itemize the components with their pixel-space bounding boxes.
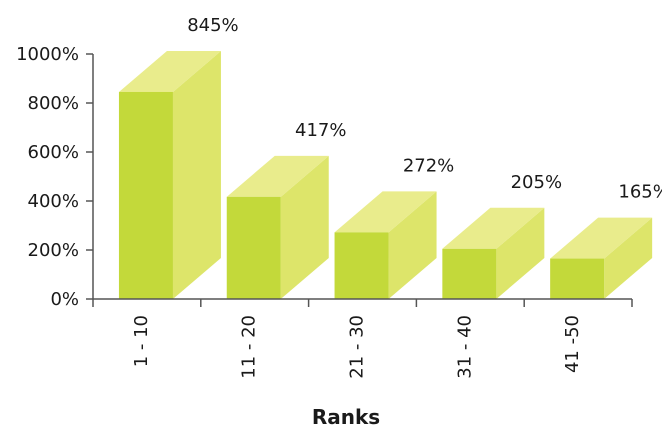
bar-side — [604, 217, 653, 299]
bar-value-label: 417% — [295, 120, 346, 141]
bar — [226, 155, 329, 299]
bar-value-label: 165% — [618, 182, 662, 203]
y-tick-label: 0% — [50, 289, 79, 310]
axes-group — [92, 54, 632, 300]
bar — [118, 50, 221, 299]
x-tick-label: 11 - 20 — [239, 315, 260, 379]
x-tick-label: 1 - 10 — [131, 315, 152, 367]
bar-front — [118, 91, 173, 299]
x-tick-label: 41 -50 — [562, 315, 583, 373]
bar-value-label: 272% — [403, 155, 454, 176]
x-axis-label: Ranks — [312, 405, 380, 429]
y-ticks-group: 0% 200% 400% 600% 800% 1000% — [16, 44, 93, 310]
bar-front — [550, 258, 605, 299]
y-tick-label: 1000% — [16, 44, 79, 65]
bars-group — [118, 50, 653, 299]
bar — [334, 191, 437, 299]
bar-front — [334, 232, 389, 299]
y-tick-label: 400% — [28, 191, 79, 212]
x-tick-label: 31 - 40 — [454, 315, 475, 379]
bar-side — [496, 207, 545, 299]
bar-front — [226, 196, 281, 299]
bar-top — [226, 155, 329, 197]
value-labels-group: 845% 417% 272% 205% 165% — [187, 15, 662, 203]
bar — [550, 217, 653, 299]
bar-side — [172, 50, 221, 299]
bar-side — [280, 155, 329, 299]
bar — [442, 207, 545, 299]
y-tick-label: 600% — [28, 142, 79, 163]
x-ticks-group: 1 - 10 11 - 20 21 - 30 31 - 40 41 -50 — [92, 299, 633, 379]
bar-value-label: 205% — [511, 172, 562, 193]
bar-top — [118, 50, 221, 92]
bar-top — [442, 207, 545, 249]
y-tick-label: 200% — [28, 240, 79, 261]
y-tick-label: 800% — [28, 93, 79, 114]
x-tick-label: 21 - 30 — [347, 315, 368, 379]
bar-value-label: 845% — [187, 15, 238, 36]
bar-top — [550, 217, 653, 259]
bar-side — [388, 191, 437, 299]
bar-front — [442, 248, 497, 299]
bar-top — [334, 191, 437, 233]
